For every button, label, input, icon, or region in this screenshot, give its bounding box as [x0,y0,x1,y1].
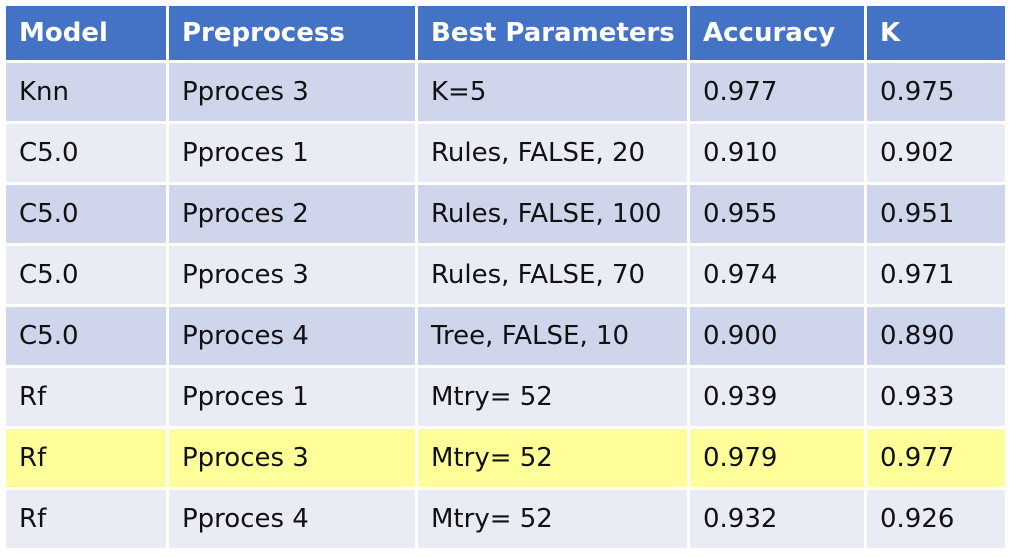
cell-best-parameters: Mtry= 52 [415,365,690,429]
header-model: Model [3,3,169,63]
cell-best-parameters: Rules, FALSE, 20 [415,121,690,185]
table-row: C5.0 Pproces 2 Rules, FALSE, 100 0.955 0… [3,182,1008,246]
cell-best-parameters: Mtry= 52 [415,487,690,551]
table-row: Rf Pproces 1 Mtry= 52 0.939 0.933 [3,365,1008,429]
cell-accuracy: 0.955 [687,182,867,246]
cell-best-parameters: Rules, FALSE, 100 [415,182,690,246]
cell-model: C5.0 [3,304,169,368]
cell-model: Rf [3,426,169,490]
table-header: Model Preprocess Best Parameters Accurac… [3,3,1008,63]
cell-preprocess: Pproces 1 [166,365,418,429]
cell-preprocess: Pproces 1 [166,121,418,185]
cell-preprocess: Pproces 4 [166,487,418,551]
cell-k: 0.926 [864,487,1008,551]
results-table-container: Model Preprocess Best Parameters Accurac… [3,3,1008,551]
cell-model: C5.0 [3,243,169,307]
cell-best-parameters: K=5 [415,60,690,124]
cell-preprocess: Pproces 3 [166,243,418,307]
cell-preprocess: Pproces 4 [166,304,418,368]
cell-best-parameters: Mtry= 52 [415,426,690,490]
table-body: Knn Pproces 3 K=5 0.977 0.975 C5.0 Pproc… [3,60,1008,551]
table-row: C5.0 Pproces 1 Rules, FALSE, 20 0.910 0.… [3,121,1008,185]
cell-accuracy: 0.939 [687,365,867,429]
cell-preprocess: Pproces 3 [166,426,418,490]
header-preprocess: Preprocess [166,3,418,63]
table-row: C5.0 Pproces 3 Rules, FALSE, 70 0.974 0.… [3,243,1008,307]
cell-k: 0.977 [864,426,1008,490]
cell-preprocess: Pproces 3 [166,60,418,124]
cell-accuracy: 0.932 [687,487,867,551]
cell-model: Rf [3,487,169,551]
header-k: K [864,3,1008,63]
cell-accuracy: 0.974 [687,243,867,307]
cell-preprocess: Pproces 2 [166,182,418,246]
cell-k: 0.975 [864,60,1008,124]
cell-k: 0.971 [864,243,1008,307]
results-table: Model Preprocess Best Parameters Accurac… [3,3,1008,551]
cell-model: C5.0 [3,121,169,185]
cell-model: C5.0 [3,182,169,246]
cell-k: 0.890 [864,304,1008,368]
cell-k: 0.933 [864,365,1008,429]
cell-model: Knn [3,60,169,124]
table-row-highlighted: Rf Pproces 3 Mtry= 52 0.979 0.977 [3,426,1008,490]
cell-model: Rf [3,365,169,429]
header-accuracy: Accuracy [687,3,867,63]
cell-k: 0.951 [864,182,1008,246]
cell-accuracy: 0.910 [687,121,867,185]
table-row: Rf Pproces 4 Mtry= 52 0.932 0.926 [3,487,1008,551]
cell-accuracy: 0.979 [687,426,867,490]
header-row: Model Preprocess Best Parameters Accurac… [3,3,1008,63]
cell-accuracy: 0.977 [687,60,867,124]
cell-k: 0.902 [864,121,1008,185]
cell-accuracy: 0.900 [687,304,867,368]
header-best-parameters: Best Parameters [415,3,690,63]
cell-best-parameters: Rules, FALSE, 70 [415,243,690,307]
table-row: C5.0 Pproces 4 Tree, FALSE, 10 0.900 0.8… [3,304,1008,368]
table-row: Knn Pproces 3 K=5 0.977 0.975 [3,60,1008,124]
cell-best-parameters: Tree, FALSE, 10 [415,304,690,368]
